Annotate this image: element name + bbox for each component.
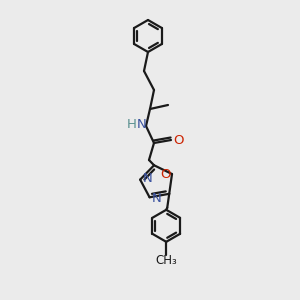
Text: N: N <box>137 118 147 131</box>
Text: H: H <box>127 118 137 131</box>
Text: O: O <box>160 167 170 181</box>
Text: O: O <box>173 134 183 146</box>
Text: CH₃: CH₃ <box>155 254 177 267</box>
Text: N: N <box>152 192 161 205</box>
Text: N: N <box>142 172 152 185</box>
